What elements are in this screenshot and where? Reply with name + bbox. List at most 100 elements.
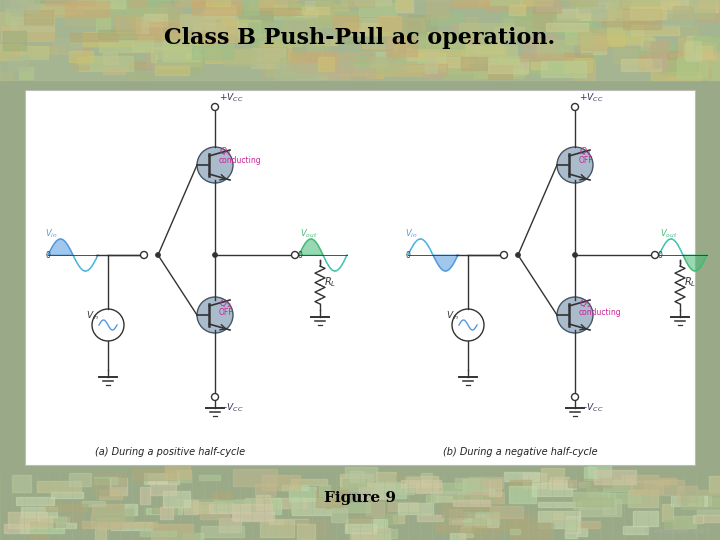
Bar [579,499,621,516]
Bar [288,1,304,9]
Bar [328,68,374,79]
Bar [77,57,108,64]
Bar [520,0,552,5]
Bar [547,50,560,69]
Bar [12,475,31,492]
Bar [378,18,424,31]
Bar [82,521,112,528]
Bar [589,493,615,505]
Bar [469,477,503,488]
Bar [573,492,609,509]
Bar [53,38,82,54]
Bar [703,515,720,522]
Text: $V_{in}$: $V_{in}$ [45,228,58,240]
Bar [176,499,218,510]
Bar [705,498,720,506]
Bar [523,473,546,488]
Bar [65,1,109,17]
Bar [175,32,212,44]
Bar [4,524,29,533]
Bar [651,42,668,60]
Bar [308,41,322,53]
Bar [359,482,401,491]
Bar [578,29,606,50]
Bar [478,0,529,4]
Bar [151,524,193,539]
Bar [340,474,373,486]
Bar [129,0,170,13]
Bar [664,520,687,529]
Bar [20,516,52,527]
Bar [396,475,419,480]
Bar [677,58,707,78]
Bar [156,54,202,66]
Bar [267,53,289,66]
Bar [442,70,496,79]
Bar [292,4,304,17]
Bar [238,20,260,38]
Bar [205,5,235,17]
Bar [245,498,261,505]
Text: Figure 9: Figure 9 [324,491,396,505]
Bar [107,0,160,17]
Bar [574,59,595,80]
Bar [111,522,152,530]
Bar [427,32,454,47]
Bar [481,479,500,487]
Bar [412,34,464,48]
Bar [92,504,124,513]
Bar [386,514,397,524]
Bar [533,9,551,28]
Bar [3,31,26,50]
Bar [163,491,190,507]
Bar [262,475,300,490]
Text: $+V_{CC}$: $+V_{CC}$ [219,92,243,105]
Bar [41,516,65,527]
Bar [442,507,474,517]
Bar [349,516,372,531]
Bar [352,61,371,76]
Bar [371,519,387,527]
Bar [132,469,176,480]
Bar [488,59,528,73]
Bar [689,0,714,18]
Bar [554,19,579,26]
Bar [235,499,274,513]
Bar [167,14,179,22]
Bar [92,0,109,10]
Bar [622,475,658,482]
Bar [407,477,427,484]
Bar [158,53,184,68]
Circle shape [212,104,218,111]
Bar [379,529,397,538]
Bar [136,17,148,33]
Bar [82,501,105,506]
Bar [299,55,352,73]
Bar [687,36,710,49]
Bar [510,0,555,6]
Text: (b) During a negative half-cycle: (b) During a negative half-cycle [443,447,598,457]
Bar [155,66,189,75]
Bar [324,52,370,72]
Bar [257,42,300,61]
Bar [99,36,153,52]
Bar [221,19,249,25]
Bar [673,516,696,528]
Bar [466,45,517,63]
Bar [498,56,520,64]
Bar [623,0,637,13]
Bar [520,10,533,19]
Bar [316,490,348,507]
Bar [195,37,233,49]
Bar [275,32,302,46]
Bar [647,54,666,72]
Bar [566,516,580,533]
Bar [7,10,28,16]
Bar [359,483,391,499]
Circle shape [92,309,124,341]
Bar [212,491,232,498]
Bar [174,503,194,510]
Bar [570,0,592,6]
Bar [343,479,366,486]
Bar [290,52,336,70]
